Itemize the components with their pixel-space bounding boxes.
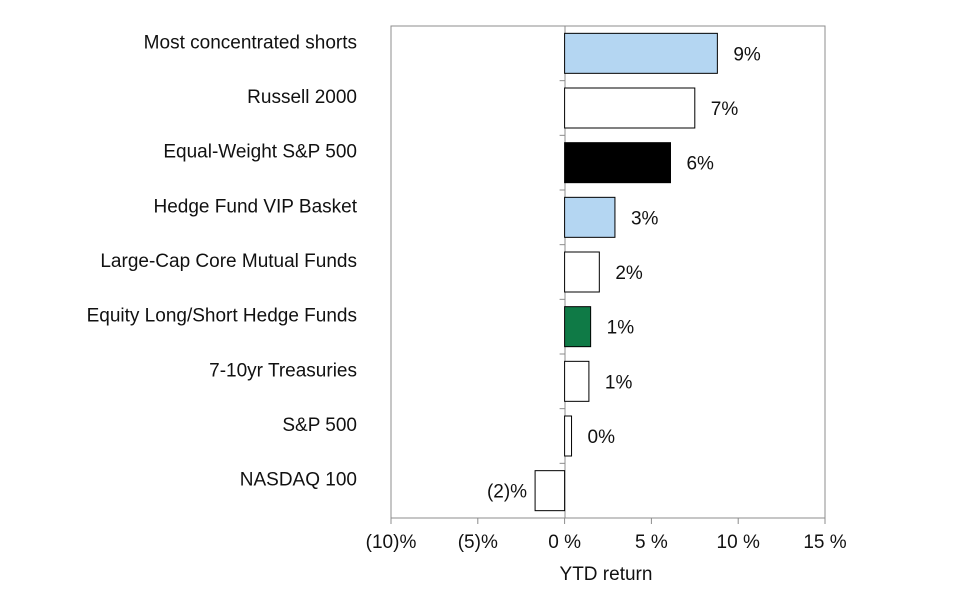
- x-tick-label: (10)%: [366, 532, 417, 553]
- category-label: 7-10yr Treasuries: [209, 360, 357, 381]
- category-label: Equity Long/Short Hedge Funds: [87, 306, 357, 327]
- category-label: S&P 500: [282, 415, 357, 436]
- x-tick-label: (5)%: [458, 532, 498, 553]
- x-tick-label: 5 %: [635, 532, 668, 553]
- bar: [564, 32, 718, 74]
- value-label: 9%: [733, 44, 761, 65]
- value-label: 1%: [605, 372, 633, 393]
- category-label: Russell 2000: [247, 87, 357, 108]
- bar: [564, 142, 671, 184]
- value-label: (2)%: [487, 482, 527, 503]
- value-label: 2%: [615, 263, 643, 284]
- value-label: 7%: [711, 99, 739, 120]
- bar: [534, 470, 566, 512]
- x-tick-label: 0 %: [548, 532, 581, 553]
- category-label: Large-Cap Core Mutual Funds: [100, 251, 357, 272]
- value-label: 6%: [686, 154, 714, 175]
- x-tick-label: 15 %: [803, 532, 846, 553]
- value-label: 1%: [607, 318, 635, 339]
- category-label: Hedge Fund VIP Basket: [154, 196, 358, 217]
- bar: [564, 196, 616, 238]
- value-label: 0%: [588, 427, 616, 448]
- x-tick-label: 10 %: [717, 532, 760, 553]
- bar: [564, 415, 573, 457]
- value-label: 3%: [631, 208, 659, 229]
- category-label: Most concentrated shorts: [144, 32, 357, 53]
- bar: [564, 360, 590, 402]
- x-axis-title: YTD return: [560, 564, 653, 585]
- bar: [564, 306, 592, 348]
- bar: [564, 87, 696, 129]
- bar: [564, 251, 600, 293]
- plot-area: [390, 25, 826, 519]
- x-axis: (10)% (5)% 0 % 5 % 10 % 15 %: [366, 25, 847, 553]
- category-label: NASDAQ 100: [240, 470, 357, 491]
- bars-group: Most concentrated shorts 9% Russell 2000 7%…: [87, 32, 761, 512]
- category-label: Equal-Weight S&P 500: [163, 142, 357, 163]
